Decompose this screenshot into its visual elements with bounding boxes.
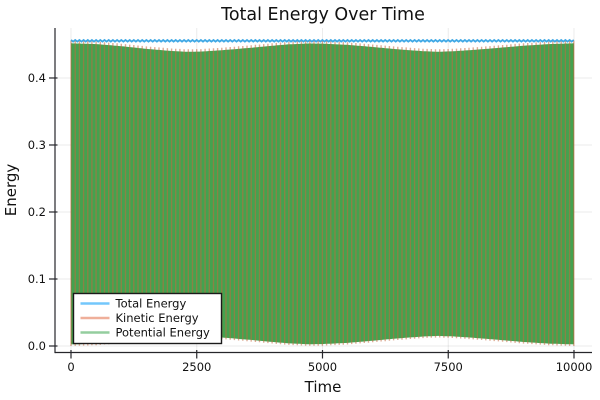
y-tick-label: 0.4 (28, 71, 46, 85)
legend-label: Kinetic Energy (116, 311, 199, 325)
kinetic-energy-stripes (70, 40, 575, 346)
x-tick-label: 7500 (434, 360, 463, 374)
chart-title: Total Energy Over Time (220, 5, 425, 25)
tick-label-layer: 0 2500 5000 7500 10000 0.0 0.1 0.2 0.3 0.4 (28, 71, 593, 374)
x-axis-label: Time (304, 378, 342, 396)
legend-label: Potential Energy (116, 326, 210, 340)
axes-layer (49, 28, 592, 359)
total-energy-line (70, 38, 575, 43)
x-tick-label: 5000 (308, 360, 337, 374)
x-tick-label: 0 (67, 360, 74, 374)
x-tick-label: 2500 (182, 360, 211, 374)
y-tick-label: 0.1 (28, 272, 46, 286)
x-tick-label: 10000 (556, 360, 593, 374)
legend-label: Total Energy (115, 297, 187, 311)
y-tick-label: 0.0 (28, 339, 46, 353)
y-tick-label: 0.3 (28, 138, 46, 152)
y-axis-label: Energy (2, 164, 20, 217)
y-tick-label: 0.2 (28, 205, 46, 219)
series-layer (70, 38, 575, 346)
